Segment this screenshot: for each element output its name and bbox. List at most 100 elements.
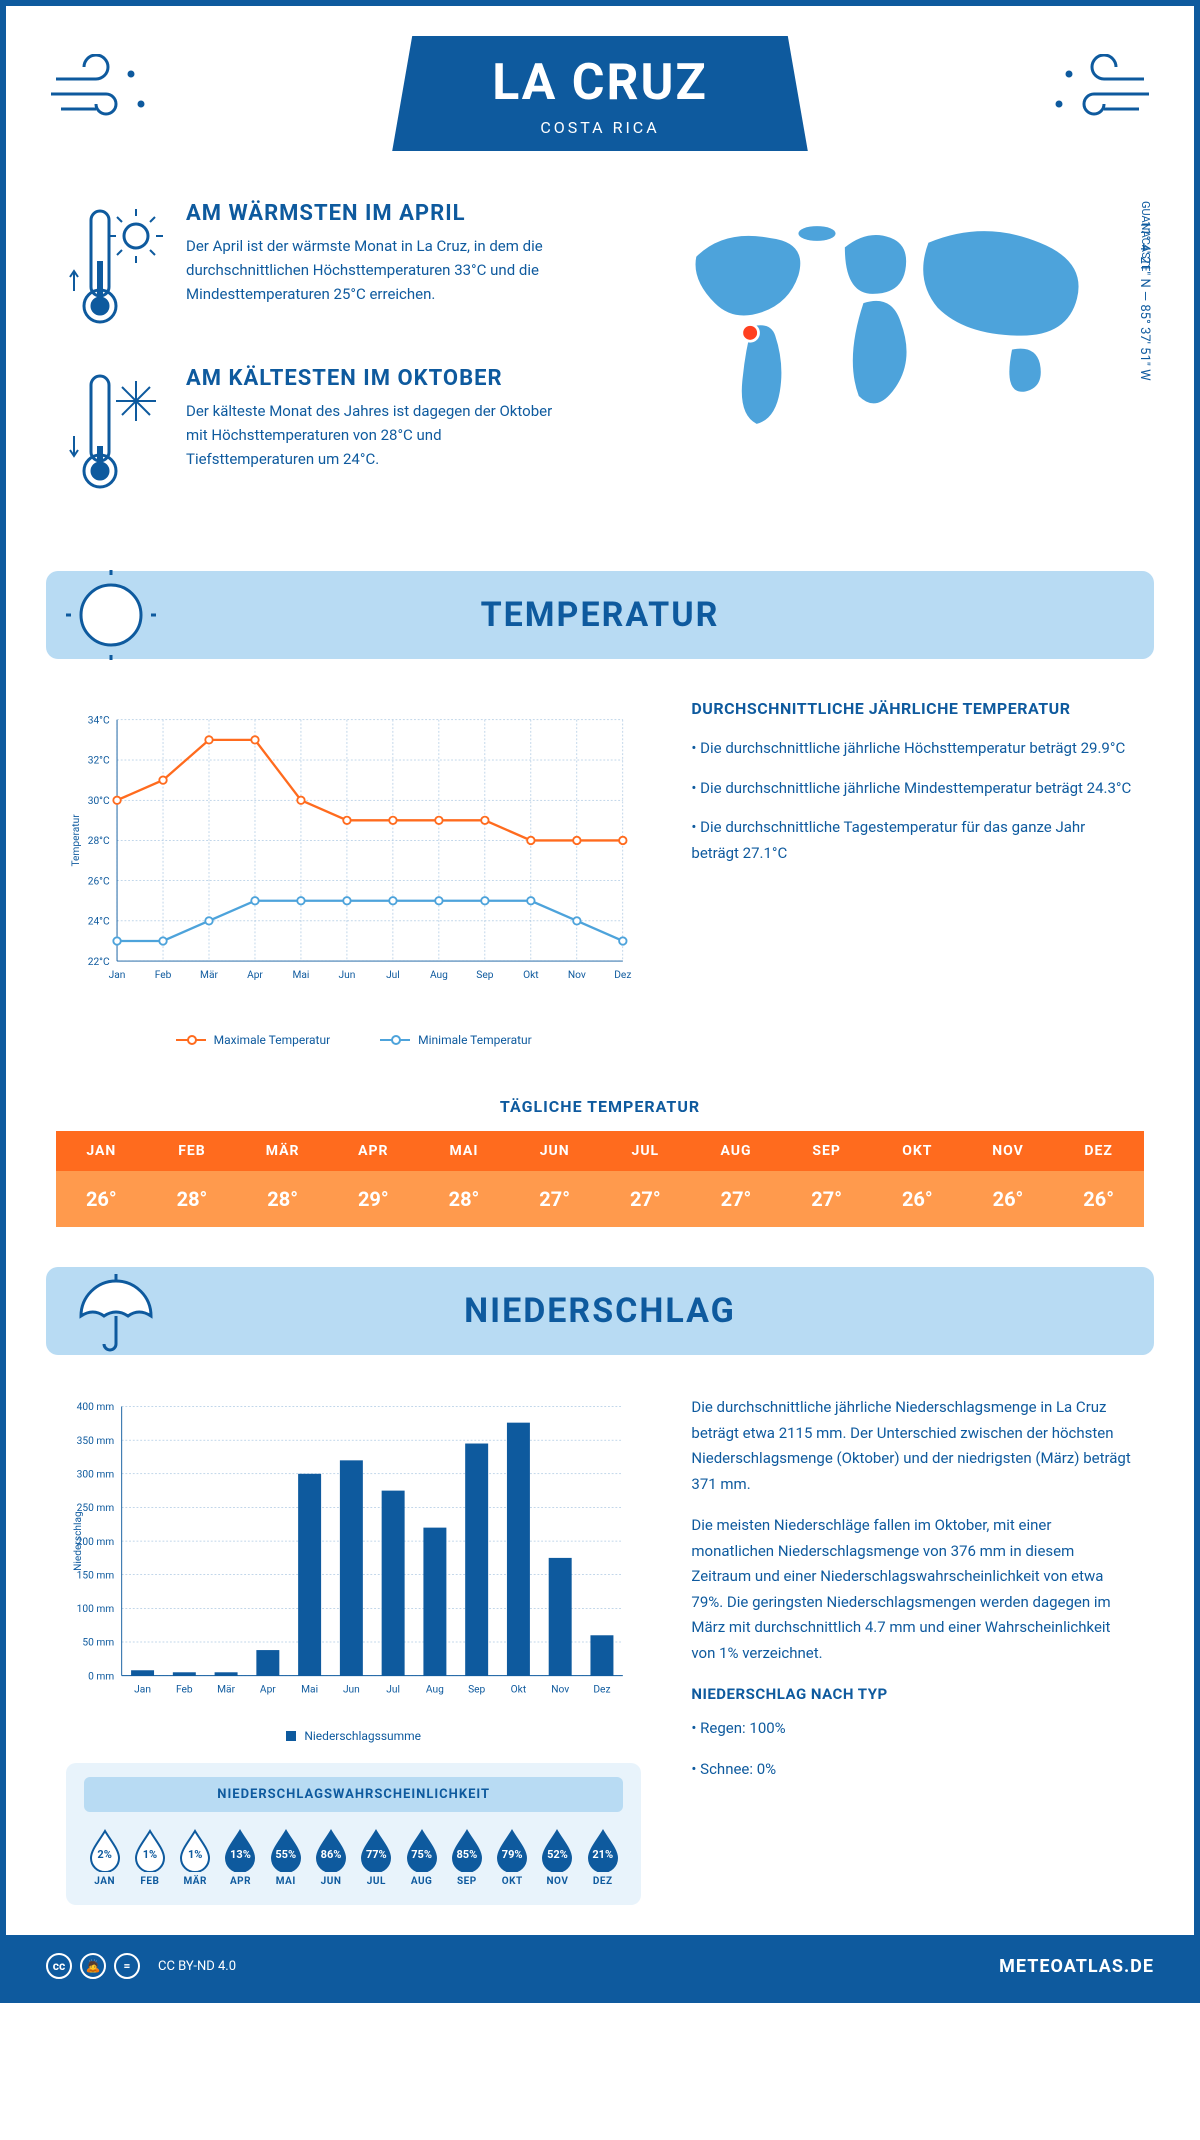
svg-text:30°C: 30°C [88, 796, 110, 807]
svg-text:Okt: Okt [523, 970, 539, 981]
svg-text:24°C: 24°C [88, 917, 110, 928]
hot-fact-text: Der April ist der wärmste Monat in La Cr… [186, 234, 570, 306]
title-banner: LA CRUZ COSTA RICA [392, 36, 808, 151]
temp-chart: 22°C24°C26°C28°C30°C32°C34°CJanFebMärApr… [66, 699, 641, 1047]
svg-text:300 mm: 300 mm [77, 1470, 115, 1481]
svg-text:Apr: Apr [247, 970, 263, 981]
daily-month: JUL [600, 1131, 691, 1171]
daily-month: MÄR [237, 1131, 328, 1171]
svg-text:Mai: Mai [293, 970, 310, 981]
daily-month: JUN [509, 1131, 600, 1171]
prob-drop: 77%JUL [356, 1828, 397, 1887]
prob-drop: 75%AUG [401, 1828, 442, 1887]
svg-text:Okt: Okt [511, 1684, 527, 1695]
daily-value: 28° [419, 1171, 510, 1227]
thermometer-hot-icon [66, 201, 166, 331]
daily-title: TÄGLICHE TEMPERATUR [6, 1097, 1194, 1116]
svg-text:Dez: Dez [614, 970, 631, 981]
daily-month: MAI [419, 1131, 510, 1171]
footer: cc 🙇 = CC BY-ND 4.0 METEOATLAS.DE [6, 1935, 1194, 1997]
svg-text:Temperatur: Temperatur [71, 814, 82, 867]
svg-text:50 mm: 50 mm [82, 1638, 114, 1649]
svg-text:Nov: Nov [568, 970, 586, 981]
prob-drop: 13%APR [220, 1828, 261, 1887]
svg-text:34°C: 34°C [88, 716, 110, 727]
daily-month: FEB [147, 1131, 238, 1171]
svg-text:Jul: Jul [386, 970, 400, 981]
svg-text:32°C: 32°C [88, 756, 110, 767]
prob-drop: 86%JUN [310, 1828, 351, 1887]
daily-month: APR [328, 1131, 419, 1171]
page-title: LA CRUZ [492, 54, 708, 112]
prob-drop: 1%FEB [129, 1828, 170, 1887]
thermometer-cold-icon [66, 366, 166, 496]
header: LA CRUZ COSTA RICA [6, 6, 1194, 171]
coords-label: 11° 4' 21" N — 85° 37' 51" W [1137, 221, 1152, 381]
svg-text:Apr: Apr [260, 1684, 276, 1695]
svg-text:Mär: Mär [200, 970, 218, 981]
svg-text:26°C: 26°C [88, 876, 110, 887]
svg-text:28°C: 28°C [88, 836, 110, 847]
precip-text: Die durchschnittliche jährliche Niedersc… [691, 1395, 1134, 1905]
svg-text:Mär: Mär [217, 1684, 235, 1695]
svg-text:Aug: Aug [426, 1684, 444, 1695]
daily-value: 27° [691, 1171, 782, 1227]
svg-text:Nov: Nov [551, 1684, 569, 1695]
prob-drop: 1%MÄR [175, 1828, 216, 1887]
daily-value: 29° [328, 1171, 419, 1227]
cold-fact: AM KÄLTESTEN IM OKTOBER Der kälteste Mon… [66, 366, 570, 496]
cc-icon: cc [46, 1953, 72, 1979]
nd-icon: = [114, 1953, 140, 1979]
prob-drop: 55%MAI [265, 1828, 306, 1887]
svg-text:Jul: Jul [386, 1684, 400, 1695]
prob-drop: 2%JAN [84, 1828, 125, 1887]
page-subtitle: COSTA RICA [492, 118, 708, 137]
daily-value: 27° [509, 1171, 600, 1227]
svg-text:Jan: Jan [134, 1684, 151, 1695]
daily-month: OKT [872, 1131, 963, 1171]
daily-month: NOV [963, 1131, 1054, 1171]
svg-text:Mai: Mai [301, 1684, 318, 1695]
daily-month: SEP [781, 1131, 872, 1171]
daily-table: JANFEBMÄRAPRMAIJUNJULAUGSEPOKTNOVDEZ26°2… [56, 1131, 1144, 1227]
prob-drop: 79%OKT [492, 1828, 533, 1887]
svg-text:350 mm: 350 mm [77, 1436, 115, 1447]
intro-section: AM WÄRMSTEN IM APRIL Der April ist der w… [6, 171, 1194, 561]
temp-section-header: TEMPERATUR [46, 571, 1154, 659]
location-marker [742, 325, 759, 342]
svg-text:22°C: 22°C [88, 957, 110, 968]
legend-min: .legend-item:nth-child(2) .legend-sw::af… [380, 1033, 532, 1047]
cold-fact-text: Der kälteste Monat des Jahres ist dagege… [186, 399, 570, 471]
daily-value: 26° [963, 1171, 1054, 1227]
temp-text: DURCHSCHNITTLICHE JÄHRLICHE TEMPERATUR •… [691, 699, 1134, 1047]
umbrella-icon [66, 1266, 156, 1356]
svg-text:Feb: Feb [155, 970, 172, 981]
svg-text:Jun: Jun [343, 1684, 360, 1695]
svg-text:Niederschlag: Niederschlag [73, 1511, 84, 1571]
precip-section-header: NIEDERSCHLAG [46, 1267, 1154, 1355]
precip-heading: NIEDERSCHLAG [86, 1291, 1114, 1331]
daily-value: 26° [872, 1171, 963, 1227]
cold-fact-title: AM KÄLTESTEN IM OKTOBER [186, 366, 570, 391]
wind-icon-left [46, 54, 166, 134]
daily-month: AUG [691, 1131, 782, 1171]
svg-text:400 mm: 400 mm [77, 1402, 115, 1413]
daily-value: 28° [147, 1171, 238, 1227]
cc-icons: cc 🙇 = CC BY-ND 4.0 [46, 1953, 236, 1979]
daily-month: DEZ [1053, 1131, 1144, 1171]
prob-title: NIEDERSCHLAGSWAHRSCHEINLICHKEIT [84, 1777, 623, 1812]
license-label: CC BY-ND 4.0 [158, 1959, 236, 1974]
daily-month: JAN [56, 1131, 147, 1171]
legend-precip: Niederschlagssumme [286, 1729, 421, 1743]
daily-value: 28° [237, 1171, 328, 1227]
sun-icon [66, 570, 156, 660]
svg-text:Aug: Aug [430, 970, 448, 981]
svg-text:0 mm: 0 mm [88, 1671, 114, 1682]
world-map [630, 201, 1134, 461]
daily-value: 26° [56, 1171, 147, 1227]
wind-icon-right [1034, 54, 1154, 134]
by-icon: 🙇 [80, 1953, 106, 1979]
svg-text:Jun: Jun [339, 970, 356, 981]
svg-text:150 mm: 150 mm [77, 1570, 115, 1581]
svg-text:Sep: Sep [468, 1684, 485, 1695]
